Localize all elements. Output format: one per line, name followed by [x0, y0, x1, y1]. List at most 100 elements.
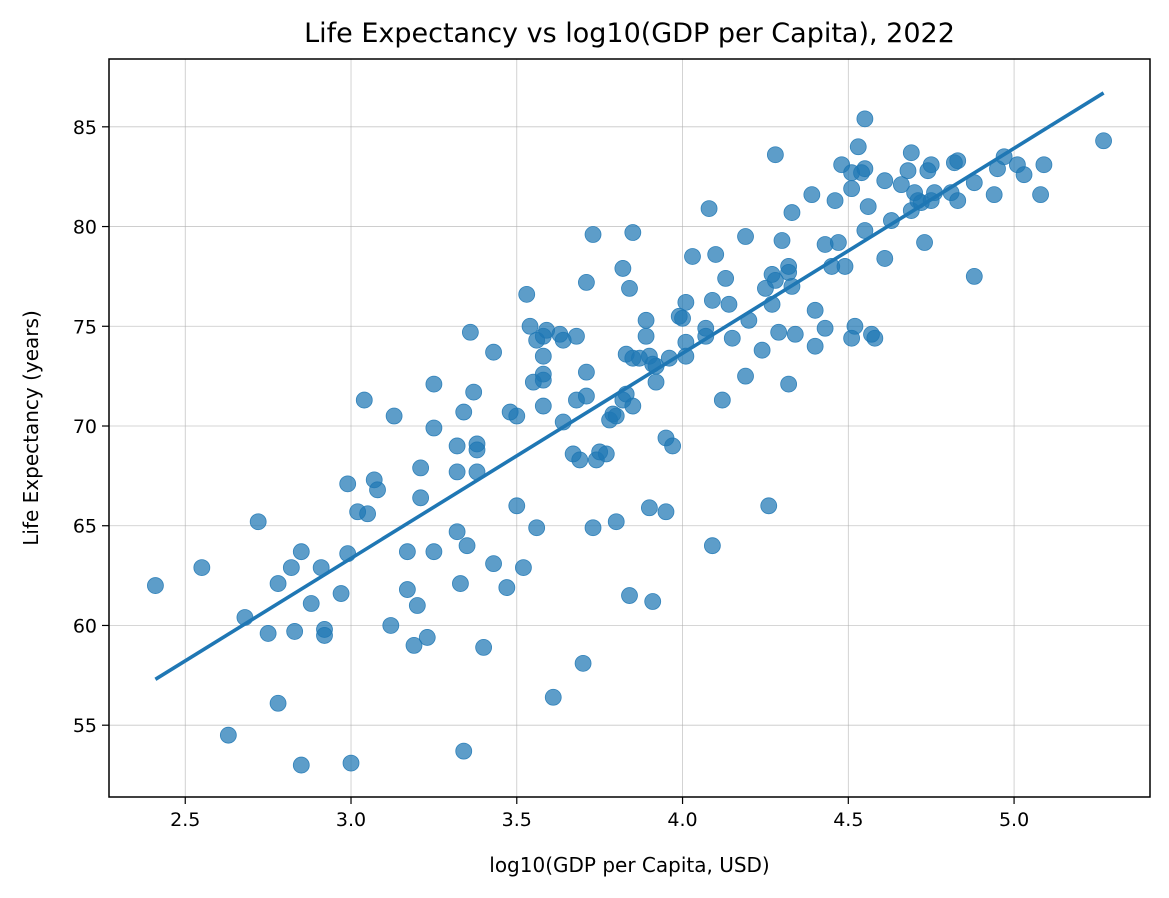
data-point [425, 375, 443, 393]
data-point [369, 481, 386, 499]
data-point [723, 329, 741, 347]
data-point [780, 264, 798, 281]
data-point [418, 629, 436, 646]
data-point [773, 232, 791, 249]
data-point [468, 441, 486, 459]
data-point [637, 327, 655, 345]
data-point [342, 754, 360, 772]
data-point [521, 317, 539, 335]
data-point [770, 323, 788, 341]
data-point [452, 575, 469, 592]
data-point [783, 204, 801, 221]
data-point [534, 371, 552, 389]
data-point [737, 228, 754, 245]
data-point [806, 337, 824, 355]
data-point [780, 375, 798, 393]
y-tick-label: 60 [73, 615, 97, 637]
data-point [806, 301, 824, 319]
data-point [707, 246, 725, 263]
data-point [614, 260, 632, 277]
data-point [621, 587, 638, 604]
data-point [703, 291, 721, 309]
y-tick-label: 75 [73, 316, 97, 338]
scatter-points [147, 110, 1112, 774]
data-point [398, 543, 416, 561]
data-point [571, 451, 589, 469]
y-tick-label: 80 [73, 217, 97, 239]
data-point [720, 295, 738, 313]
data-point [408, 597, 426, 614]
data-point [475, 639, 493, 656]
x-tick-label: 3.0 [336, 809, 366, 831]
data-point [405, 637, 423, 654]
data-point [508, 407, 526, 425]
data-point [584, 226, 602, 243]
data-point [292, 543, 310, 561]
data-point [578, 387, 595, 405]
data-point [448, 523, 466, 541]
data-point [518, 285, 536, 303]
x-axis-label: log10(GDP per Capita, USD) [489, 853, 769, 877]
data-point [584, 519, 602, 537]
data-point [607, 407, 625, 425]
data-point [607, 513, 625, 531]
plot-frame [108, 58, 1151, 798]
x-tick-label: 2.5 [170, 809, 200, 831]
data-point [448, 437, 466, 455]
y-axis-label: Life Expectancy (years) [19, 310, 43, 545]
data-point [922, 156, 940, 174]
x-tick-label: 4.5 [833, 809, 863, 831]
data-point [412, 489, 430, 507]
data-point [829, 234, 847, 251]
data-point [657, 503, 675, 521]
data-point [621, 279, 638, 297]
data-point [147, 577, 164, 594]
y-tick-label: 85 [73, 117, 97, 139]
data-point [568, 327, 585, 345]
data-point [856, 160, 874, 178]
data-point [753, 341, 771, 359]
data-point [644, 593, 662, 610]
data-point [385, 407, 403, 425]
data-point [458, 537, 476, 555]
data-point [1095, 132, 1112, 150]
data-point [544, 688, 562, 706]
y-tick-label: 70 [73, 416, 97, 438]
data-point [876, 172, 894, 190]
data-point [286, 623, 304, 640]
data-point [485, 555, 502, 573]
data-point [455, 403, 473, 421]
data-point [684, 248, 701, 265]
data-point [965, 268, 983, 285]
data-point [786, 325, 804, 343]
x-tick-label: 3.5 [502, 809, 532, 831]
data-point [859, 198, 877, 216]
data-point [717, 270, 735, 287]
grid [109, 59, 1150, 797]
data-point [269, 694, 287, 712]
data-point [302, 595, 320, 612]
data-point [508, 497, 526, 515]
data-point [640, 499, 658, 517]
data-point [259, 625, 277, 642]
data-point [282, 559, 300, 577]
data-point [574, 654, 592, 672]
regression-line [154, 91, 1105, 681]
data-point [849, 138, 867, 156]
chart-title: Life Expectancy vs log10(GDP per Capita)… [304, 18, 955, 49]
data-point [578, 273, 595, 291]
data-point [412, 459, 430, 477]
data-point [985, 186, 1003, 204]
data-point [846, 317, 864, 335]
data-point [332, 585, 350, 602]
regression-line-group [154, 91, 1105, 681]
data-point [700, 200, 718, 217]
data-point [485, 343, 502, 361]
data-point [219, 726, 237, 744]
data-point [498, 579, 516, 596]
data-point [193, 559, 211, 577]
data-point [528, 519, 546, 537]
data-point [425, 543, 443, 561]
data-point [455, 742, 473, 760]
